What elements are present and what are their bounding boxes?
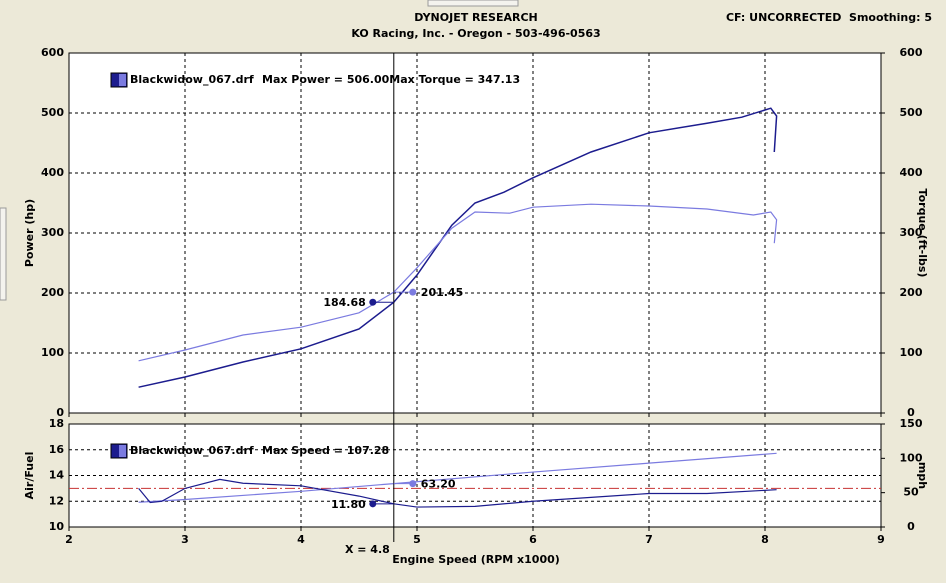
y2-tick-label: 300 [900,226,923,239]
y2-tick-label: 600 [900,46,923,59]
title: DYNOJET RESEARCH [414,11,537,24]
x-axis-label: Engine Speed (RPM x1000) [392,553,560,566]
x-tick-label: 3 [181,533,189,546]
y-axis-label: Power (hp) [23,199,36,267]
y-tick-label: 18 [49,417,64,430]
y2-tick-label: 150 [900,417,923,430]
y-tick-label: 10 [49,520,65,533]
y-tick-label: 14 [49,469,65,482]
y-axis-label: Air/Fuel [23,452,36,500]
legend-entry: Max Speed = 107.28 [262,444,389,457]
readout-dot [409,480,417,488]
y-tick-label: 500 [41,106,64,119]
side-handle[interactable] [0,207,7,301]
x-tick-label: 5 [413,533,421,546]
splitter-handle[interactable] [427,0,519,7]
y2-tick-label: 0 [907,406,915,419]
y2-tick-label: 100 [900,346,923,359]
y2-tick-label: 500 [900,106,923,119]
x-tick-label: 6 [529,533,537,546]
legend-entry: Max Torque = 347.13 [389,73,520,86]
plot-area [68,52,882,414]
y2-tick-label: 50 [903,486,919,499]
readout-label: 63.20 [421,478,456,491]
settings: CF: UNCORRECTED Smoothing: 5 [726,11,932,24]
y2-tick-label: 100 [900,451,923,464]
y-tick-label: 100 [41,346,64,359]
x-tick-label: 7 [645,533,653,546]
legend-swatch-half [119,445,126,457]
series-line [138,203,778,362]
subtitle: KO Racing, Inc. - Oregon - 503-496-0563 [351,27,600,40]
x-tick-label: 9 [877,533,885,546]
y-tick-label: 0 [56,406,64,419]
legend-entry: Max Power = 506.00 [262,73,390,86]
legend-file: Blackwidow_067.drf [130,444,254,457]
x-tick-label: 4 [297,533,305,546]
x-tick-label: 2 [65,533,73,546]
legend-swatch-half [119,74,126,86]
y-tick-label: 400 [41,166,64,179]
readout-label: 201.45 [421,286,463,299]
y2-axis-label: mph [916,462,929,489]
readout-dot [369,500,377,508]
readout-dot [409,288,417,296]
readout-dot [369,298,377,306]
y2-axis-label: Torque (ft-lbs) [916,189,929,278]
readout-label: 184.68 [323,296,365,309]
y-tick-label: 12 [49,494,64,507]
x-tick-label: 8 [761,533,769,546]
y2-tick-label: 200 [900,286,923,299]
y-tick-label: 16 [49,443,65,456]
y2-tick-label: 0 [907,520,915,533]
series-line [138,107,778,388]
y-tick-label: 200 [41,286,64,299]
readout-label: 11.80 [331,498,366,511]
y-tick-label: 600 [41,46,64,59]
y2-tick-label: 400 [900,166,923,179]
series-line [138,478,777,508]
legend-file: Blackwidow_067.drf [130,73,254,86]
cursor-label: X = 4.8 [345,543,390,556]
y-tick-label: 300 [41,226,64,239]
